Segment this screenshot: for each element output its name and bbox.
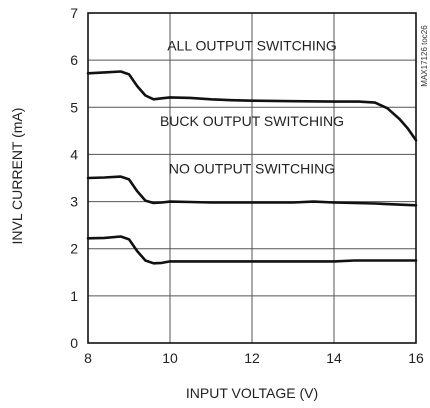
y-tick-label: 0 [70, 335, 78, 351]
grid [88, 13, 416, 343]
series-line [86, 175, 418, 207]
x-tick-label: 14 [326, 350, 342, 366]
x-tick-label: 12 [244, 350, 260, 366]
y-axis-label: INVL CURRENT (mA) [9, 108, 25, 245]
x-tick-label: 10 [162, 350, 178, 366]
y-tick-label: 7 [70, 5, 78, 21]
annotations: ALL OUTPUT SWITCHING BUCK OUTPUT SWITCHIN… [160, 38, 344, 177]
x-tick-label: 8 [84, 350, 92, 366]
y-tick-label: 5 [70, 99, 78, 115]
x-tick-label: 16 [408, 350, 424, 366]
y-tick-label: 3 [70, 194, 78, 210]
series-group [86, 70, 418, 265]
annotation-label: BUCK OUTPUT SWITCHING [160, 113, 344, 129]
series-line [86, 235, 418, 265]
x-axis-label: INPUT VOLTAGE (V) [186, 385, 318, 401]
figure-id: MAX17126 toc26 [420, 25, 429, 87]
y-tick-label: 6 [70, 52, 78, 68]
annotation-label: ALL OUTPUT SWITCHING [167, 38, 337, 54]
y-tick-label: 1 [70, 288, 78, 304]
annotation-label: NO OUTPUT SWITCHING [169, 160, 335, 176]
series-line [86, 70, 418, 142]
y-tick-label: 4 [70, 146, 78, 162]
y-tick-label: 2 [70, 241, 78, 257]
